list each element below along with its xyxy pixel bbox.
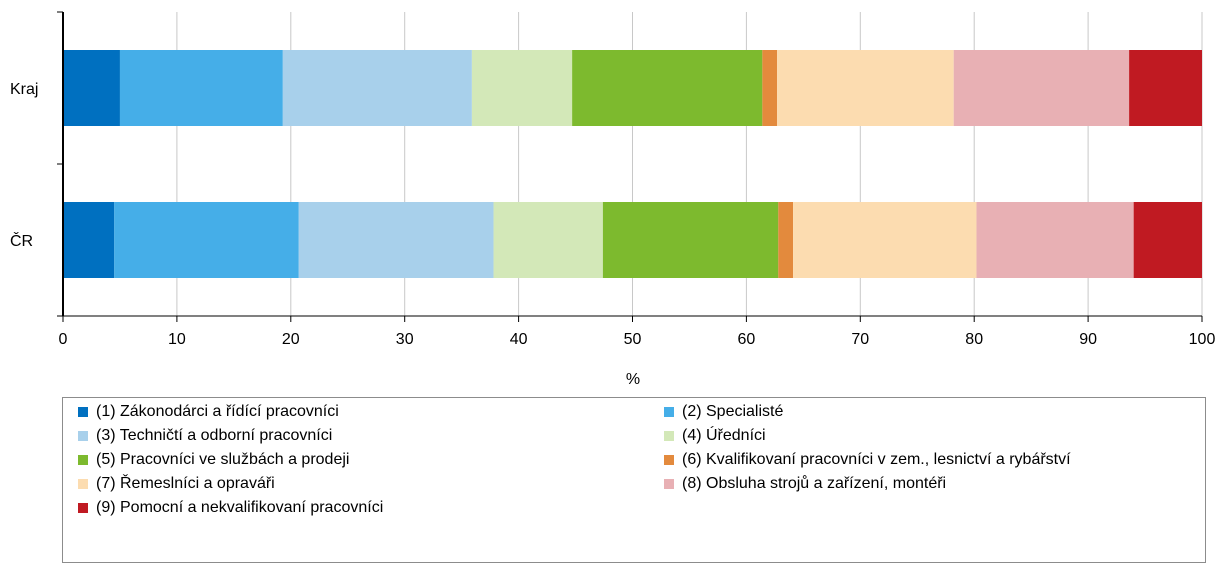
- legend-label: (1) Zákonodárci a řídící pracovníci: [96, 403, 339, 420]
- bar-segment: [471, 50, 573, 126]
- legend-swatch: [78, 455, 88, 465]
- x-tick-label: 0: [59, 331, 68, 348]
- x-tick-label: 100: [1189, 331, 1216, 348]
- x-tick-label: 90: [1079, 331, 1097, 348]
- legend-swatch: [664, 431, 674, 441]
- legend-item: (6) Kvalifikovaní pracovníci v zem., les…: [664, 450, 1071, 470]
- x-tick-label: 60: [738, 331, 756, 348]
- x-tick-label: 50: [624, 331, 642, 348]
- y-category-labels: Kraj ČR: [10, 81, 38, 250]
- x-axis-label: %: [626, 371, 640, 388]
- legend-swatch: [664, 455, 674, 465]
- bar-segment: [114, 202, 299, 278]
- bar-segment: [762, 50, 778, 126]
- legend-label: (2) Specialisté: [682, 403, 784, 420]
- legend-label: (9) Pomocní a nekvalifikovaní pracovníci: [96, 499, 384, 516]
- bar-segment: [1129, 50, 1202, 126]
- legend-label: (7) Řemeslníci a opraváři: [96, 475, 275, 492]
- legend: (1) Zákonodárci a řídící pracovníci (2) S…: [62, 397, 1206, 563]
- bar-segment: [777, 50, 954, 126]
- legend-item: (4) Úředníci: [664, 426, 766, 446]
- legend-item: (5) Pracovníci ve službách a prodeji: [78, 450, 349, 470]
- legend-item: (2) Specialisté: [664, 402, 783, 422]
- legend-label: (5) Pracovníci ve službách a prodeji: [96, 451, 350, 468]
- bar-segment: [602, 202, 779, 278]
- x-tick-labels: 0 10 20 30 40 50 60 70 80 90 100: [59, 331, 1216, 348]
- bar-segment: [493, 202, 603, 278]
- legend-item: (9) Pomocní a nekvalifikovaní pracovníci: [78, 498, 383, 518]
- x-tick-label: 30: [396, 331, 414, 348]
- axes: [57, 11, 1203, 322]
- bar-segment: [793, 202, 977, 278]
- legend-label: (3) Techničtí a odborní pracovníci: [96, 427, 333, 444]
- legend-swatch: [664, 407, 674, 417]
- bar-segment: [572, 50, 763, 126]
- x-tick-label: 40: [510, 331, 528, 348]
- legend-item: (8) Obsluha strojů a zařízení, montéři: [664, 474, 946, 494]
- legend-label: (6) Kvalifikovaní pracovníci v zem., les…: [682, 451, 1071, 468]
- y-category-label: Kraj: [10, 81, 38, 98]
- legend-label: (8) Obsluha strojů a zařízení, montéři: [682, 475, 947, 492]
- x-tick-label: 20: [282, 331, 300, 348]
- bar-segment: [953, 50, 1130, 126]
- bar-segment: [976, 202, 1134, 278]
- legend-label: (4) Úředníci: [682, 427, 766, 444]
- bar-segment: [63, 50, 120, 126]
- x-tick-label: 80: [965, 331, 983, 348]
- legend-swatch: [78, 407, 88, 417]
- bar-segment: [282, 50, 472, 126]
- bars: [63, 50, 1202, 278]
- legend-item: (7) Řemeslníci a opraváři: [78, 474, 275, 494]
- bar-segment: [119, 50, 283, 126]
- legend-item: (3) Techničtí a odborní pracovníci: [78, 426, 332, 446]
- bar-segment: [1133, 202, 1202, 278]
- legend-swatch: [78, 503, 88, 513]
- y-category-label: ČR: [10, 231, 33, 250]
- bar-segment: [63, 202, 115, 278]
- x-tick-label: 70: [851, 331, 869, 348]
- x-tick-label: 10: [168, 331, 186, 348]
- legend-swatch: [664, 479, 674, 489]
- legend-swatch: [78, 479, 88, 489]
- legend-swatch: [78, 431, 88, 441]
- bar-segment: [778, 202, 794, 278]
- legend-item: (1) Zákonodárci a řídící pracovníci: [78, 402, 339, 422]
- bar-segment: [298, 202, 494, 278]
- stacked-bar-chart: 0 10 20 30 40 50 60 70 80 90 100 Kraj ČR %: [10, 11, 1216, 388]
